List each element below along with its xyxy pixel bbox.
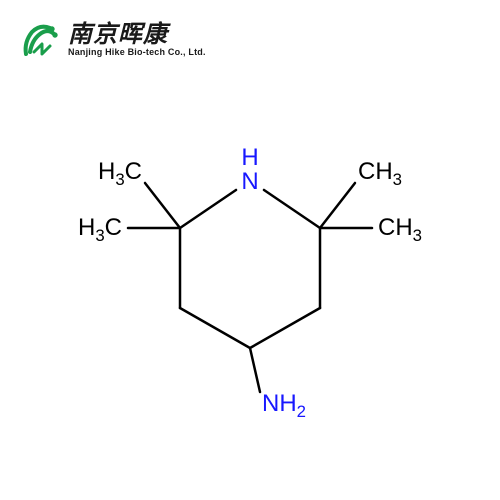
- bond: [250, 308, 320, 348]
- atom-label-NH2: NH2: [262, 390, 306, 418]
- bond: [180, 190, 236, 228]
- atom-label-CH3_tl: H3C: [98, 158, 142, 186]
- bond: [250, 348, 260, 392]
- atom-label-CH3_mr: CH3: [378, 214, 422, 242]
- chemical-structure-bonds: [0, 0, 500, 500]
- atom-label-CH3_ml: H3C: [78, 214, 122, 242]
- atom-label-N_top: N: [241, 168, 258, 196]
- atom-label-CH3_tr: CH3: [358, 158, 402, 186]
- bond: [145, 183, 180, 228]
- bond: [320, 183, 355, 228]
- bond: [264, 190, 320, 228]
- bond: [180, 308, 250, 348]
